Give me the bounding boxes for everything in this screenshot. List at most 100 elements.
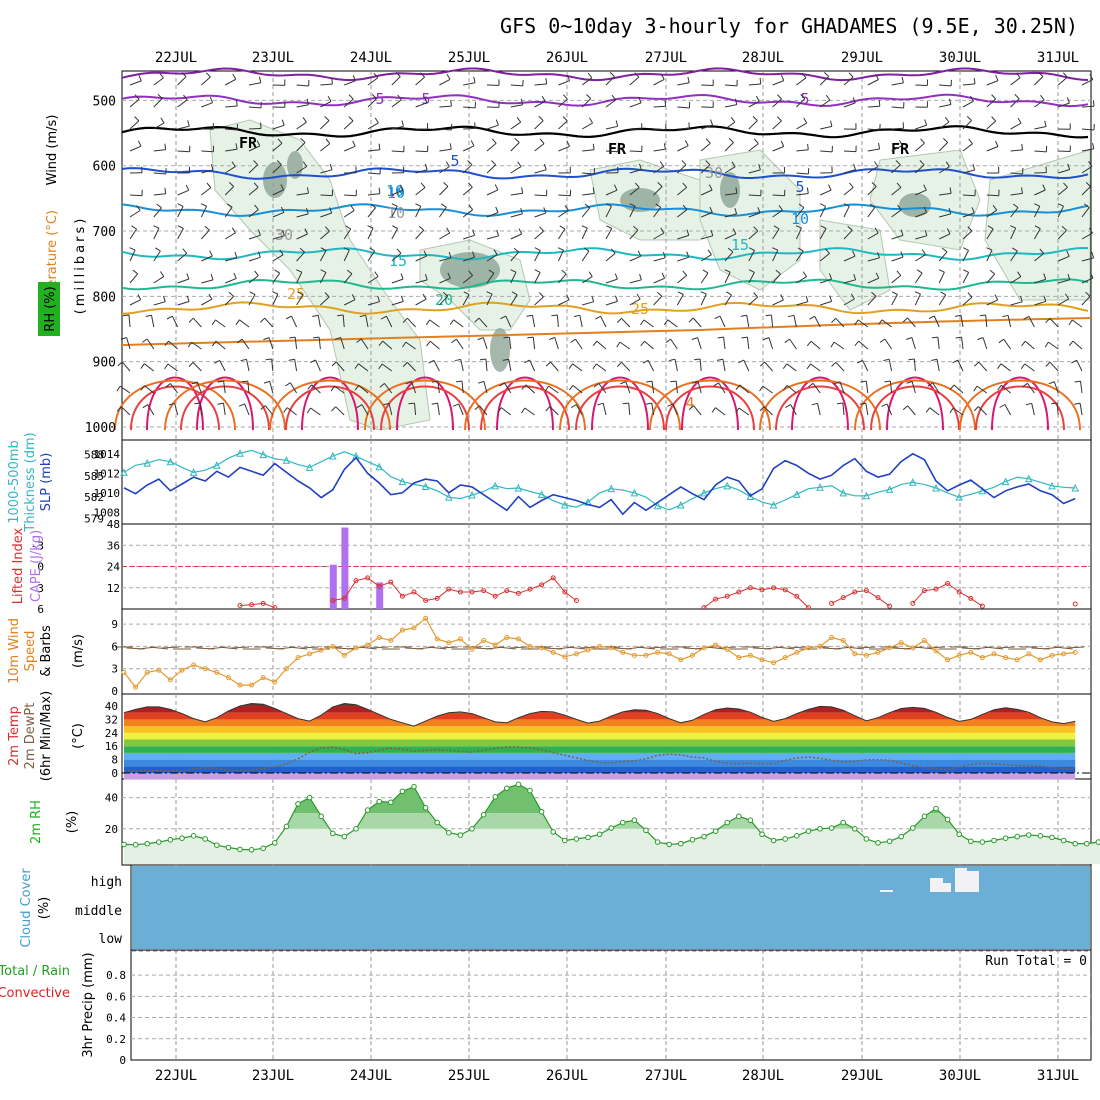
wind-barb (334, 385, 345, 394)
wind10-barb (219, 646, 238, 650)
wind-barb (700, 164, 711, 174)
top-date-label: 30JUL (939, 50, 981, 66)
wind-barb-flag (204, 225, 210, 231)
bottom-date-label: 24JUL (350, 1068, 392, 1084)
temperature-contour-line (121, 278, 1089, 291)
wind-barb (358, 363, 369, 372)
wind-barb (391, 76, 401, 86)
wind-barb (391, 206, 398, 218)
wind-barb-flag (327, 95, 332, 102)
rh2m-point (527, 787, 533, 794)
wind10-speed-point (283, 666, 289, 672)
wind-barb (510, 213, 523, 218)
rh2m-point (620, 819, 626, 826)
temp2m-label-c: (6hr Min/Max) (39, 691, 54, 781)
wind-barb (558, 80, 570, 86)
bottom-date-label: 29JUL (841, 1068, 883, 1084)
temp-tick-label: 32 (105, 713, 118, 726)
wind-barb-flag (304, 228, 308, 235)
wind-barb (1056, 402, 1059, 416)
wind-barb-flag (677, 291, 684, 295)
wind-barb (814, 316, 821, 328)
wind-barb (915, 142, 925, 152)
wind-barb (820, 150, 833, 153)
wind-barb-flag (687, 76, 690, 83)
wind-barb-flag (859, 402, 866, 405)
wind-barb-flag (940, 291, 946, 296)
lifted-index-point (979, 603, 985, 609)
wind-barb-flag (235, 143, 238, 150)
wind-barb-flag (755, 95, 760, 102)
wind-barb (915, 189, 927, 196)
wind-barb (272, 124, 285, 130)
wind-barb (367, 172, 381, 175)
wind-barb (319, 272, 327, 284)
wind-barb (1058, 150, 1071, 152)
wind10-barb (288, 646, 308, 650)
wind10-barb (1054, 646, 1073, 650)
thickness-point (932, 483, 940, 492)
cloud-panel-labels: Cloud Cover (%) (19, 868, 52, 948)
wind-barb-flag (337, 314, 344, 317)
wind-barb (653, 232, 665, 240)
wind-barb (884, 338, 893, 350)
wind-barb (177, 228, 184, 240)
wind-barb-flag (449, 143, 452, 150)
wind-barb-flag (662, 251, 666, 258)
precip-label-a: Total / Rain (0, 964, 70, 979)
wind-barb-flag (399, 184, 404, 191)
wind-barb (315, 359, 321, 372)
wind-barb (153, 193, 166, 196)
wind-barb-flag (900, 251, 904, 258)
wind-barb (367, 276, 379, 284)
wind-barb (1081, 232, 1093, 240)
wind-barb (1010, 250, 1018, 262)
wind-barb-flag (942, 138, 949, 143)
wind-barb-flag (968, 138, 973, 145)
wind-barb-flag (1022, 382, 1028, 388)
wind-barb-flag (325, 226, 330, 232)
wind-barb (629, 229, 639, 240)
wind-barb (405, 341, 416, 350)
wind-barb-flag (474, 317, 480, 323)
wind10-barb (428, 646, 447, 650)
wind-barb-flag (884, 380, 891, 383)
precip-tick-label: 0.8 (106, 969, 126, 982)
wind-barb-flag (592, 143, 595, 150)
wind-barb (867, 257, 880, 262)
wind-barb-flag (474, 122, 476, 129)
wind-barb-flag (633, 225, 639, 231)
wind-barb-flag (159, 72, 164, 79)
wind-barb (296, 104, 309, 108)
boundary-layer-contour (681, 376, 739, 431)
wind-barb (739, 384, 750, 394)
wind-barb-flag (1066, 97, 1070, 104)
boundary-layer-contour (591, 376, 649, 431)
wind-barb-flag (589, 117, 594, 124)
wind-barb (938, 294, 947, 306)
wind-barb (171, 315, 179, 328)
wind-barb (177, 150, 190, 153)
li-tick-label: -3 (31, 539, 44, 552)
wind-barb (724, 251, 734, 262)
thickness-point (746, 492, 755, 500)
wind-barb (291, 315, 298, 328)
wind-barb-flag (622, 402, 629, 405)
wind-barb-flag (1044, 341, 1049, 348)
wind-barb-flag (265, 358, 272, 361)
rh2m-point (828, 825, 835, 831)
wind10-speed-point (1049, 652, 1055, 658)
wind-barb (865, 403, 869, 416)
wind-barb (201, 229, 210, 240)
rh2m-point (689, 836, 696, 843)
wind-barb-flag (562, 116, 568, 122)
wind-barb-flag (285, 315, 292, 320)
wind-barb (558, 209, 569, 218)
top-date-label: 26JUL (546, 50, 588, 66)
cloud-block (955, 868, 967, 892)
wind-barb-flag (655, 203, 661, 208)
wind-barb (748, 212, 761, 218)
wind-barb (1049, 361, 1059, 372)
wind-barb (719, 315, 726, 328)
thickness-tick-label: 588 (84, 449, 104, 462)
